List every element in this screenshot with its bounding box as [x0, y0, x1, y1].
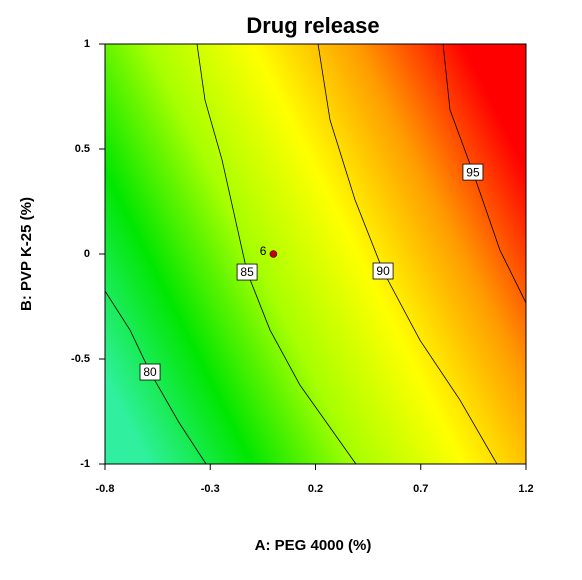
response-surface	[105, 44, 526, 464]
contour-label: 80	[143, 365, 157, 379]
y-tick-label: -0.5	[71, 353, 90, 365]
y-tick-label: -1	[80, 458, 90, 470]
contour-label: 85	[240, 265, 254, 279]
y-axis-label: B: PVP K-25 (%)	[18, 197, 35, 311]
contour-label-box	[462, 163, 484, 181]
x-tick-label: 0.7	[413, 483, 428, 495]
contour-label: 95	[466, 165, 480, 179]
x-axis-label: A: PEG 4000 (%)	[255, 537, 372, 554]
contour-label-box	[372, 262, 394, 280]
design-point	[269, 250, 278, 258]
chart-title: Drug release	[246, 13, 379, 38]
y-tick-label: 1	[84, 38, 90, 50]
contour-label-box	[139, 363, 161, 381]
x-tick-label: 1.2	[518, 483, 533, 495]
contour-label: 90	[376, 264, 390, 278]
x-tick-label: -0.8	[96, 483, 115, 495]
y-tick-label: 0	[84, 248, 90, 260]
point-label: 6	[260, 244, 267, 258]
y-tick-label: 0.5	[75, 143, 90, 155]
contour-label-box	[236, 263, 258, 281]
x-tick-label: -0.3	[201, 483, 220, 495]
x-tick-label: 0.2	[308, 483, 323, 495]
